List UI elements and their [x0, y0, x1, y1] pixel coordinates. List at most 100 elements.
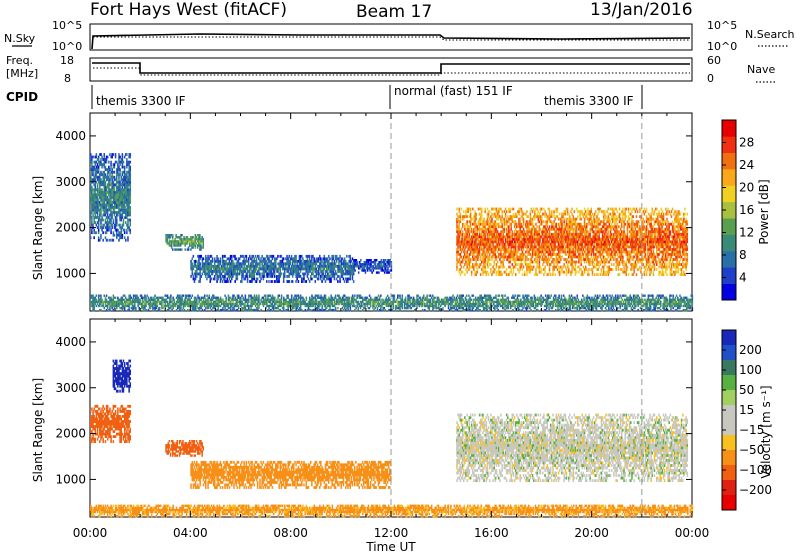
echo-cell — [217, 264, 219, 268]
echo-cell — [584, 242, 587, 246]
echo-cell — [263, 262, 266, 266]
echo-cell — [601, 237, 604, 241]
echo-cell — [246, 272, 249, 276]
echo-cell — [581, 242, 584, 246]
echo-cell — [618, 263, 621, 266]
echo-cell — [112, 206, 115, 209]
echo-cell — [588, 240, 590, 244]
echo-cell — [123, 155, 126, 159]
echo-cell — [102, 201, 104, 204]
echo-cell — [574, 217, 577, 221]
echo-cell — [596, 220, 598, 224]
echo-cell — [622, 217, 624, 221]
echo-cell — [106, 198, 109, 202]
echo-cell — [219, 262, 222, 266]
echo-cell — [571, 220, 573, 224]
echo-cell — [625, 242, 628, 246]
echo-cell — [129, 221, 132, 225]
echo-cell — [505, 245, 508, 249]
echo-cell — [577, 240, 579, 244]
echo-cell — [101, 155, 103, 159]
echo-cell — [596, 222, 598, 226]
echo-cell — [625, 263, 628, 266]
echo-cell — [534, 227, 536, 231]
echo-cell — [588, 268, 590, 271]
echo-cell — [116, 175, 118, 179]
echo-cell — [286, 267, 288, 271]
echo-cell — [551, 210, 553, 214]
echo-cell — [192, 277, 195, 281]
echo-cell — [94, 160, 97, 164]
echo-cell — [553, 248, 555, 251]
echo-cell — [543, 260, 545, 264]
echo-cell — [608, 268, 611, 271]
echo-cell — [268, 264, 270, 268]
echo-cell — [578, 235, 580, 239]
echo-cell — [271, 254, 274, 258]
echo-cell — [578, 227, 580, 231]
echo-cell — [212, 277, 215, 281]
echo-cell — [304, 272, 306, 276]
echo-cell — [593, 253, 596, 256]
echo-cell — [536, 230, 538, 234]
echo-cell — [615, 265, 617, 269]
echo-cell — [345, 277, 347, 281]
echo-cell — [194, 277, 197, 281]
echo-cell — [636, 220, 639, 224]
echo-cell — [458, 210, 461, 214]
echo-cell — [574, 255, 577, 259]
echo-cell — [326, 277, 329, 281]
echo-cell — [511, 255, 514, 259]
echo-cell — [474, 270, 476, 274]
echo-cell — [119, 193, 121, 197]
echo-cell — [518, 240, 520, 244]
echo-cell — [112, 183, 115, 187]
echo-cell — [512, 220, 515, 224]
echo-cell — [574, 237, 577, 241]
echo-cell — [338, 259, 340, 263]
echo-cell — [593, 245, 596, 249]
echo-cell — [121, 236, 124, 240]
echo-cell — [111, 168, 113, 172]
echo-cell — [226, 270, 229, 273]
echo-cell — [478, 222, 481, 226]
echo-cell — [126, 211, 128, 214]
echo-cell — [192, 244, 194, 247]
echo-cell — [522, 232, 525, 236]
echo-cell — [92, 193, 94, 197]
echo-cell — [489, 217, 491, 221]
echo-cell — [624, 207, 626, 211]
echo-cell — [535, 268, 537, 271]
echo-cell — [228, 277, 231, 281]
echo-cell — [473, 268, 475, 271]
echo-cell — [573, 220, 576, 224]
echo-cell — [118, 155, 120, 159]
echo-cell — [209, 259, 212, 263]
echo-cell — [609, 225, 612, 229]
echo-cell — [330, 262, 332, 266]
echo-cell — [458, 237, 461, 241]
echo-cell — [109, 238, 111, 242]
echo-cell — [100, 223, 102, 227]
echo-cell — [121, 201, 124, 204]
echo-cell — [390, 261, 393, 264]
echo-cell — [111, 190, 113, 194]
echo-cell — [511, 273, 514, 277]
echo-cell — [634, 242, 637, 246]
echo-cell — [371, 265, 373, 268]
echo-cell — [525, 240, 527, 244]
echo-cell — [509, 242, 511, 246]
echo-cell — [308, 270, 311, 273]
echo-cell — [383, 269, 386, 272]
echo-cell — [190, 264, 192, 268]
echo-cell — [553, 227, 555, 231]
echo-cell — [207, 272, 209, 276]
echo-cell — [331, 270, 333, 273]
echo-cell — [570, 237, 572, 241]
echo-cell — [492, 255, 494, 259]
echo-cell — [259, 275, 261, 278]
echo-cell — [552, 227, 554, 231]
echo-cell — [520, 230, 523, 234]
echo-cell — [182, 238, 184, 241]
echo-cell — [96, 175, 99, 179]
